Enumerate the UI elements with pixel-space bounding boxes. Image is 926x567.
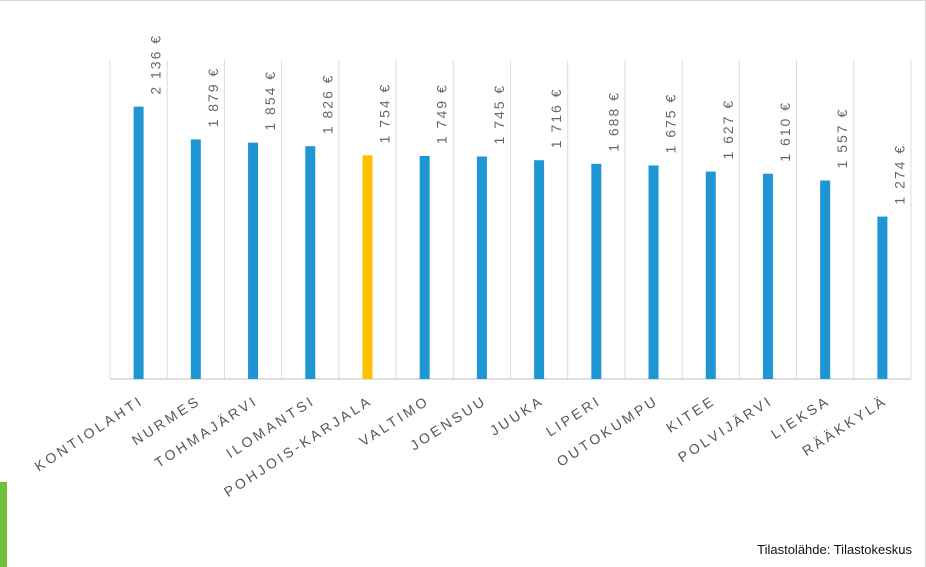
bar bbox=[133, 106, 144, 379]
bar bbox=[648, 165, 659, 379]
category-label: JUUKA bbox=[487, 392, 547, 439]
column-separators bbox=[109, 60, 912, 379]
source-note: Tilastolähde: Tilastokeskus bbox=[757, 542, 912, 557]
bar bbox=[362, 155, 373, 379]
value-label: 1 610 € bbox=[777, 101, 793, 162]
value-label: 1 826 € bbox=[319, 73, 335, 134]
bar bbox=[190, 139, 201, 379]
bar bbox=[877, 216, 888, 379]
value-label: 1 627 € bbox=[720, 99, 736, 160]
value-labels: 2 136 € 1 879 € 1 854 € 1 826 € 1 754 € 1 749… bbox=[148, 34, 908, 205]
bars bbox=[133, 106, 888, 379]
bar bbox=[305, 146, 316, 379]
bar bbox=[705, 171, 716, 379]
bar bbox=[534, 160, 545, 379]
value-label: 1 557 € bbox=[834, 108, 850, 169]
value-label: 1 854 € bbox=[262, 70, 278, 131]
bar bbox=[248, 142, 259, 379]
category-label: OUTOKUMPU bbox=[554, 392, 661, 470]
category-label: KONTIOLAHTI bbox=[32, 392, 147, 474]
category-labels: KONTIOLAHTINURMESTOHMAJÄRVIILOMANTSIPOHJ… bbox=[32, 392, 890, 500]
category-label: TOHMAJÄRVI bbox=[152, 392, 261, 471]
value-label: 1 675 € bbox=[663, 93, 679, 154]
bar bbox=[762, 173, 773, 379]
value-label: 1 745 € bbox=[491, 84, 507, 145]
bar bbox=[591, 163, 602, 379]
value-label: 2 136 € bbox=[148, 34, 164, 95]
value-label: 1 754 € bbox=[376, 83, 392, 144]
value-label: 1 688 € bbox=[605, 91, 621, 152]
value-label: 1 879 € bbox=[205, 67, 221, 128]
value-label: 1 749 € bbox=[434, 83, 450, 144]
bar bbox=[820, 180, 831, 379]
bar bbox=[476, 156, 487, 379]
bar bbox=[419, 156, 430, 379]
value-label: 1 274 € bbox=[891, 144, 907, 205]
value-label: 1 716 € bbox=[548, 87, 564, 148]
category-label: POLVIJÄRVI bbox=[675, 392, 776, 465]
green-accent-bar bbox=[0, 482, 7, 567]
